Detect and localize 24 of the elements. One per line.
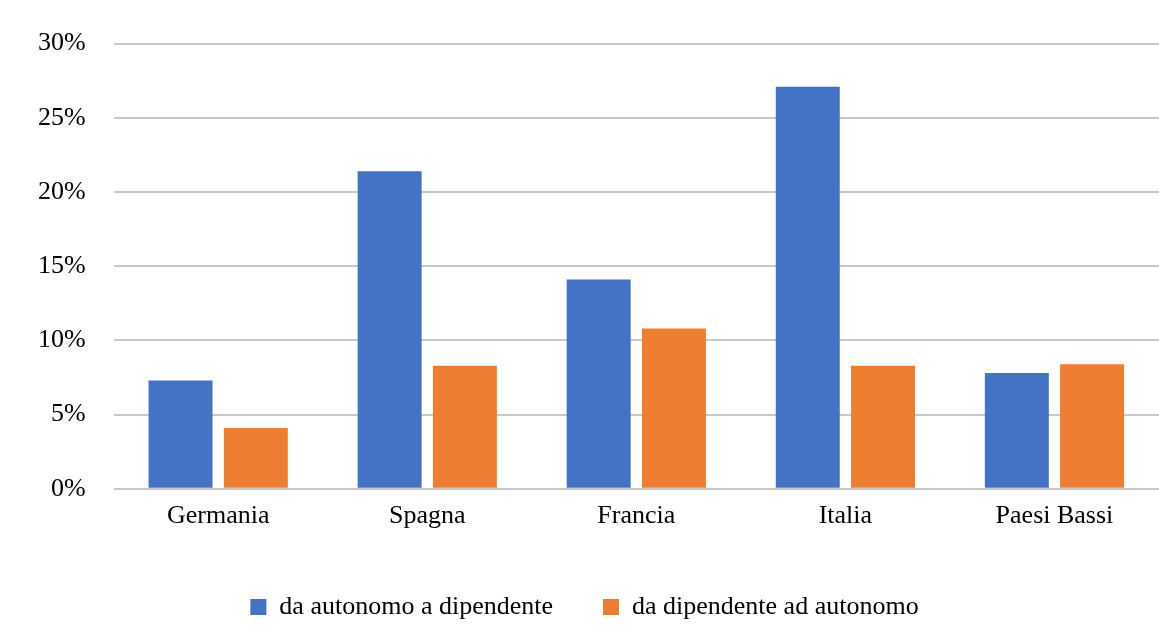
bar <box>566 279 631 488</box>
y-tick-label: 25% <box>37 101 86 131</box>
bar <box>1060 364 1125 488</box>
bar <box>357 171 422 488</box>
bar <box>851 365 916 488</box>
x-tick-label: Germania <box>166 500 270 530</box>
legend-label: da dipendente ad autonomo <box>632 590 919 620</box>
y-tick-label: 0% <box>50 472 86 502</box>
bar <box>223 427 288 488</box>
bar <box>984 373 1049 488</box>
bar <box>432 365 497 488</box>
x-tick-label: Paesi Bassi <box>995 500 1114 530</box>
legend-label: da autonomo a dipendente <box>279 590 554 620</box>
x-tick-label: Italia <box>818 500 873 530</box>
bar <box>641 328 706 488</box>
y-tick-label: 15% <box>37 250 86 280</box>
x-tick-label: Francia <box>597 500 676 530</box>
y-tick-label: 10% <box>37 324 86 354</box>
y-tick-label: 5% <box>50 398 86 428</box>
bar <box>148 380 213 488</box>
bar <box>775 86 840 488</box>
y-tick-label: 20% <box>37 175 86 205</box>
y-tick-label: 30% <box>37 27 86 57</box>
x-tick-label: Spagna <box>388 500 466 530</box>
